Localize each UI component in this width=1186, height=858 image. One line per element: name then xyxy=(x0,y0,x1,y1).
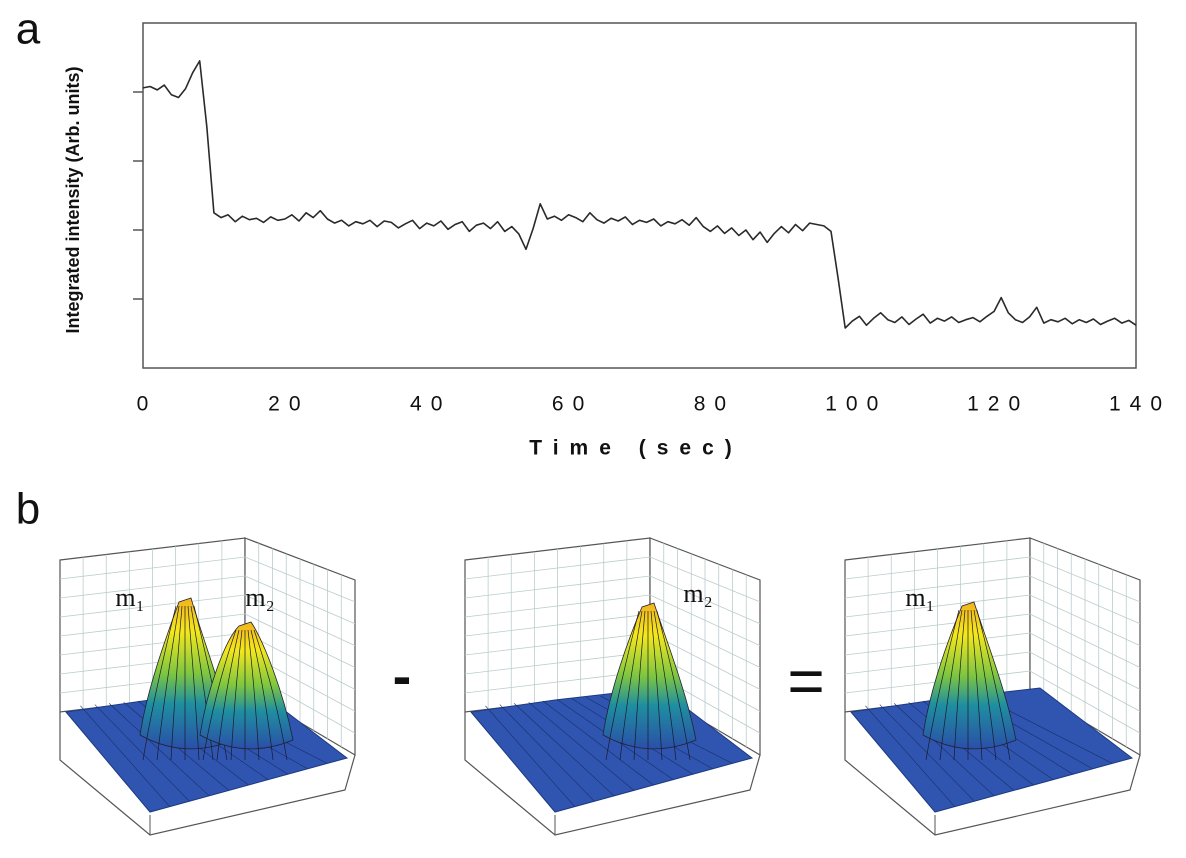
wall-grid xyxy=(844,613,1141,668)
x-tick-label: 120 xyxy=(967,393,1029,416)
mesh xyxy=(142,605,177,761)
mesh xyxy=(939,609,963,761)
mesh xyxy=(653,610,677,761)
operator: - xyxy=(393,644,412,707)
mesh xyxy=(247,629,260,761)
peak-label: m₂ xyxy=(245,583,274,612)
panel-label: b xyxy=(16,485,40,534)
plot-frame xyxy=(142,22,1137,369)
peak-label: m₁ xyxy=(115,583,144,612)
mesh xyxy=(650,610,663,761)
wall-grid xyxy=(59,556,356,603)
mesh xyxy=(976,609,1011,761)
surface-floor xyxy=(850,687,1134,813)
mesh xyxy=(953,609,966,761)
mesh xyxy=(156,605,180,761)
x-tick-label: 40 xyxy=(410,393,451,416)
wall-grid xyxy=(59,594,356,646)
mesh xyxy=(605,610,640,761)
mesh xyxy=(216,629,240,761)
mesh xyxy=(485,705,575,807)
mesh xyxy=(865,705,955,807)
mesh xyxy=(542,700,654,786)
x-axis-title: Time (sec) xyxy=(529,437,743,460)
mesh xyxy=(893,703,995,797)
wall-grid xyxy=(844,575,1141,625)
x-tick-label: 80 xyxy=(694,393,735,416)
mesh xyxy=(253,629,288,761)
mesh xyxy=(170,605,183,761)
wall-grid xyxy=(464,556,761,603)
wall-grid xyxy=(844,632,1141,690)
mesh xyxy=(619,610,643,761)
wall-grid xyxy=(844,594,1141,646)
wall-grid xyxy=(59,575,356,625)
wall-grid xyxy=(844,651,1141,712)
panel-label: a xyxy=(16,5,41,54)
mesh xyxy=(973,609,997,761)
mesh xyxy=(499,704,595,802)
wall-grid xyxy=(464,594,761,646)
mesh xyxy=(80,705,170,807)
mesh xyxy=(656,610,691,761)
x-tick-label: 140 xyxy=(1109,393,1171,416)
data-line xyxy=(142,60,1137,329)
peak-label: m₂ xyxy=(683,579,712,608)
wall-grid xyxy=(464,575,761,625)
mesh xyxy=(187,605,200,761)
x-tick-label: 20 xyxy=(268,393,309,416)
x-tick-label: 60 xyxy=(552,393,593,416)
y-axis-title: Integrated intensity (Arb. units) xyxy=(63,66,83,333)
mesh xyxy=(94,704,190,802)
mesh xyxy=(633,610,646,761)
mesh xyxy=(108,703,210,797)
wall-grid xyxy=(59,613,356,668)
mesh xyxy=(528,701,634,791)
mesh xyxy=(970,609,983,761)
wall-grid xyxy=(844,670,1141,734)
operator: = xyxy=(787,645,824,717)
mesh xyxy=(513,703,615,797)
mesh xyxy=(250,629,274,761)
panel-b: m₁ m₂ m₂ m₁ - = xyxy=(59,537,1141,836)
mesh xyxy=(190,605,214,761)
mesh xyxy=(202,629,237,761)
x-tick-label: 0 xyxy=(137,393,158,416)
wall-grid xyxy=(844,556,1141,603)
x-tick-label: 100 xyxy=(825,393,887,416)
mesh xyxy=(230,629,243,761)
peak-label: m₁ xyxy=(905,583,934,612)
surface-peak xyxy=(199,621,294,750)
mesh xyxy=(925,609,960,761)
